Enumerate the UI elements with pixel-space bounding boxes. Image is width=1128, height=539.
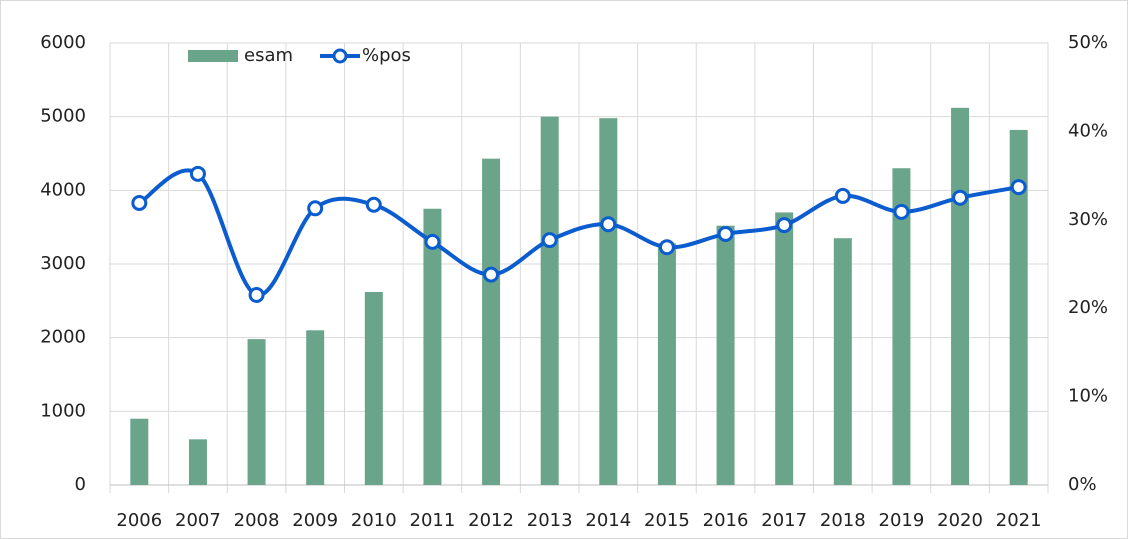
line-marker <box>658 239 675 256</box>
bar <box>951 107 970 486</box>
y2-tick-label: 30% <box>1068 209 1108 230</box>
line-marker <box>776 217 793 234</box>
line-marker <box>834 187 851 204</box>
y-tick-label: 2000 <box>40 327 86 348</box>
x-tick-label: 2006 <box>116 510 162 531</box>
bar <box>1009 129 1028 485</box>
line-marker <box>893 203 910 220</box>
bar <box>657 243 676 485</box>
bar <box>540 116 559 486</box>
line-marker <box>600 216 617 233</box>
line-marker <box>248 286 265 303</box>
x-tick-label: 2007 <box>175 510 221 531</box>
y2-tick-label: 20% <box>1068 297 1108 318</box>
x-tick-label: 2015 <box>644 510 690 531</box>
legend-label: esam <box>244 45 293 66</box>
y-tick-label: 0 <box>75 474 86 495</box>
legend-label: %pos <box>362 45 411 66</box>
x-tick-label: 2018 <box>820 510 866 531</box>
x-tick-label: 2008 <box>234 510 280 531</box>
y2-tick-label: 50% <box>1068 32 1108 53</box>
x-tick-label: 2011 <box>410 510 456 531</box>
y-tick-label: 4000 <box>40 179 86 200</box>
x-tick-label: 2010 <box>351 510 397 531</box>
x-tick-label: 2017 <box>761 510 807 531</box>
y2-tick-label: 40% <box>1068 120 1108 141</box>
x-tick-label: 2013 <box>527 510 573 531</box>
bar <box>364 291 383 485</box>
x-tick-label: 2021 <box>996 510 1042 531</box>
line-marker <box>952 189 969 206</box>
bar <box>892 168 911 485</box>
y-tick-label: 5000 <box>40 106 86 127</box>
x-tick-label: 2009 <box>292 510 338 531</box>
y-tick-label: 6000 <box>40 32 86 53</box>
line-marker <box>365 196 382 213</box>
bar <box>833 238 852 485</box>
line-marker <box>424 233 441 250</box>
y2-tick-label: 0% <box>1068 474 1097 495</box>
line-marker <box>307 200 324 217</box>
bar <box>716 225 735 485</box>
bar <box>306 330 325 485</box>
y-tick-label: 3000 <box>40 253 86 274</box>
bar <box>775 212 794 485</box>
line-marker <box>1010 179 1027 196</box>
bar <box>599 118 618 485</box>
bar <box>423 208 442 485</box>
line-marker <box>717 225 734 242</box>
x-tick-label: 2020 <box>937 510 983 531</box>
legend-swatch <box>188 50 238 62</box>
x-tick-label: 2012 <box>468 510 514 531</box>
y-tick-label: 1000 <box>40 400 86 421</box>
bar <box>130 418 149 485</box>
line-marker <box>483 266 500 283</box>
line-marker <box>131 195 148 212</box>
x-tick-label: 2019 <box>879 510 925 531</box>
y2-tick-label: 10% <box>1068 386 1108 407</box>
bar <box>188 439 207 485</box>
line-marker <box>189 165 206 182</box>
legend-swatch-marker <box>332 48 348 64</box>
bar <box>482 158 501 485</box>
x-tick-label: 2014 <box>585 510 631 531</box>
line-marker <box>541 232 558 249</box>
x-tick-label: 2016 <box>703 510 749 531</box>
bar <box>247 339 266 485</box>
